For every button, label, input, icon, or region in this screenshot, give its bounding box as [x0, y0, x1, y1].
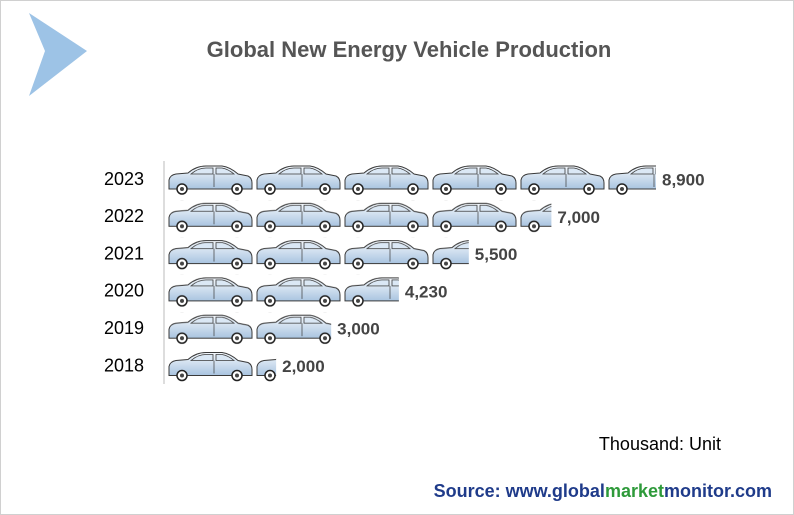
chart-title: Global New Energy Vehicle Production	[207, 37, 612, 62]
source-part: monitor	[664, 481, 731, 501]
value-label: 3,000	[337, 320, 380, 339]
value-label: 4,230	[405, 282, 448, 301]
bar	[166, 312, 332, 345]
value-label: 8,900	[662, 170, 705, 189]
logo-arrow	[29, 13, 87, 96]
value-label: 5,500	[475, 245, 518, 264]
y-tick-label: 2022	[104, 206, 144, 226]
value-label: 7,000	[557, 208, 600, 227]
bar-group	[166, 274, 399, 307]
bar	[166, 163, 656, 195]
source-part: Source: www.global	[434, 481, 605, 501]
source-part: .com	[730, 481, 772, 501]
source: Source: www.globalmarketmonitor.com	[434, 481, 772, 501]
bar	[166, 237, 469, 270]
bar-group	[166, 163, 656, 195]
bar-group	[166, 200, 552, 233]
bar	[166, 274, 399, 307]
bar-group	[166, 312, 332, 345]
unit-note: Thousand: Unit	[599, 434, 721, 454]
source-part: market	[605, 481, 664, 501]
value-label: 2,000	[282, 357, 325, 376]
y-tick-label: 2023	[104, 169, 144, 189]
bar	[166, 200, 552, 233]
bar	[166, 349, 277, 382]
bar-group	[166, 237, 469, 270]
y-tick-label: 2018	[104, 355, 144, 375]
y-tick-label: 2019	[104, 318, 144, 338]
bar-group	[166, 349, 277, 382]
y-tick-label: 2021	[104, 243, 144, 263]
y-tick-label: 2020	[104, 281, 144, 301]
